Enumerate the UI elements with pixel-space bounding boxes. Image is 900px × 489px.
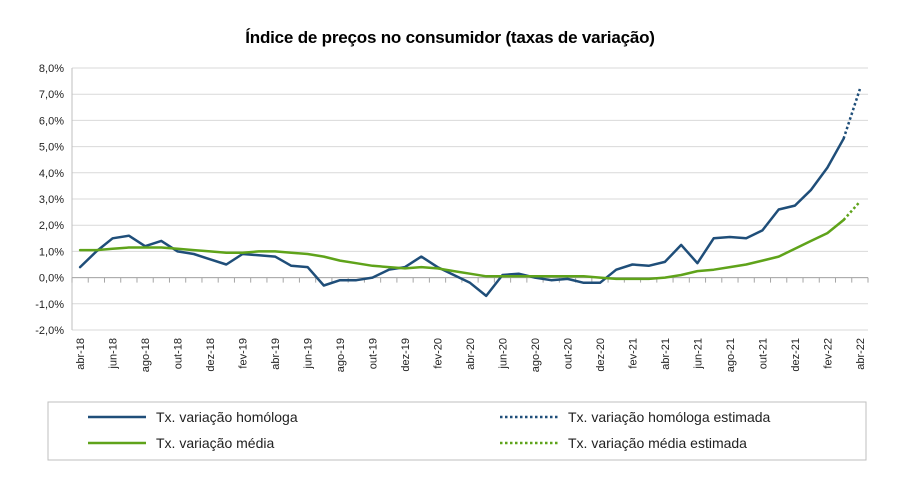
legend-label: Tx. variação média (156, 435, 274, 451)
chart-title: Índice de preços no consumidor (taxas de… (245, 28, 655, 47)
series-line-tx-varia-o-m-dia (78, 218, 845, 281)
y-tick-label: 7,0% (39, 89, 64, 101)
x-tick-label: fev-19 (238, 338, 250, 369)
x-tick-label: dez-18 (205, 338, 217, 372)
y-tick-label: 0,0% (39, 273, 64, 285)
x-tick-label: out-19 (368, 338, 380, 369)
x-tick-label: ago-21 (725, 338, 737, 372)
y-tick-label: 1,0% (39, 246, 64, 258)
x-tick-label: out-18 (173, 338, 185, 369)
x-tick-label: fev-22 (822, 338, 834, 369)
axis-layer: 8,0% 7,0% 6,0% 5,0% 4,0% 3,0% 2,0% 1,0% 0,0% -1,0… (35, 63, 869, 372)
y-tick-label: 6,0% (39, 115, 64, 127)
legend-label: Tx. variação homóloga (156, 409, 298, 425)
series-line-tx-varia-o-hom-loga-estimada (842, 88, 862, 140)
grid-layer (72, 67, 868, 331)
x-tick-label: jun-18 (108, 338, 120, 370)
series-line-tx-varia-o-m-dia-estimada (842, 200, 861, 221)
x-tick-label: abr-20 (465, 338, 477, 370)
y-tick-label: -2,0% (35, 325, 64, 337)
x-tick-label: dez-21 (790, 338, 802, 372)
x-tick-label: fev-21 (627, 338, 639, 369)
legend-label: Tx. variação média estimada (568, 435, 747, 451)
legend-label: Tx. variação homóloga estimada (568, 409, 771, 425)
x-tick-label: jun-21 (692, 338, 704, 370)
y-tick-label: 5,0% (39, 142, 64, 154)
x-tick-label: jun-20 (497, 338, 509, 370)
legend: Tx. variação homóloga Tx. variação homólo… (47, 401, 867, 461)
series-layer (78, 88, 862, 298)
x-tick-label: out-21 (757, 338, 769, 369)
y-tick-label: 2,0% (39, 220, 64, 232)
x-tick-label: dez-19 (400, 338, 412, 372)
x-tick-label: abr-22 (855, 338, 867, 370)
series-line-tx-varia-o-hom-loga (78, 137, 845, 298)
x-tick-label: dez-20 (595, 338, 607, 372)
x-tick-label: ago-18 (140, 338, 152, 372)
y-tick-label: 8,0% (39, 63, 64, 75)
x-tick-label: fev-20 (433, 338, 445, 369)
x-tick-label: out-20 (562, 338, 574, 369)
x-tick-label: jun-19 (303, 338, 315, 370)
x-tick-label: ago-19 (335, 338, 347, 372)
y-tick-label: 3,0% (39, 194, 64, 206)
legend-box (47, 401, 867, 461)
x-tick-label: abr-21 (660, 338, 672, 370)
y-tick-label: 4,0% (39, 168, 64, 180)
x-tick-label: abr-18 (75, 338, 87, 370)
y-tick-label: -1,0% (35, 299, 64, 311)
x-tick-label: abr-19 (270, 338, 282, 370)
x-tick-label: ago-20 (530, 338, 542, 372)
